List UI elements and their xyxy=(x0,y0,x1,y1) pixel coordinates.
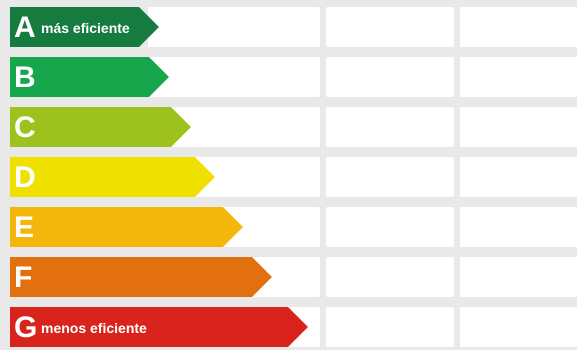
class-letter: E xyxy=(14,211,35,244)
energy-class-d-arrow: D xyxy=(9,157,215,197)
grid-cell xyxy=(326,57,454,97)
class-letter: B xyxy=(14,61,36,94)
class-description: menos eficiente xyxy=(41,320,147,336)
class-letter: D xyxy=(14,161,36,194)
arrow-shape xyxy=(10,57,169,97)
grid-cell xyxy=(326,7,454,47)
arrow-fill xyxy=(10,307,308,347)
class-description: más eficiente xyxy=(41,20,130,36)
grid-cell xyxy=(460,157,577,197)
class-letter: A xyxy=(14,11,36,44)
arrow-fill xyxy=(10,57,169,97)
grid-cell xyxy=(326,157,454,197)
energy-class-f-arrow: F xyxy=(9,257,272,297)
arrow-shape xyxy=(10,307,308,347)
arrow-fill xyxy=(10,207,243,247)
grid-cell xyxy=(460,257,577,297)
grid-cell xyxy=(148,57,320,97)
energy-class-e-arrow: E xyxy=(9,207,243,247)
class-letter: C xyxy=(14,111,36,144)
arrow-fill xyxy=(10,257,272,297)
arrow-shape xyxy=(10,257,272,297)
class-letter: G xyxy=(14,311,38,344)
grid-cell xyxy=(148,7,320,47)
grid-cell xyxy=(460,7,577,47)
grid-cell xyxy=(326,257,454,297)
grid-cell xyxy=(460,207,577,247)
arrow-shape xyxy=(10,7,159,47)
arrow-shape xyxy=(10,207,243,247)
arrow-fill xyxy=(10,7,159,47)
arrow-shape xyxy=(10,107,191,147)
grid-cell xyxy=(326,207,454,247)
energy-class-b-arrow: B xyxy=(9,57,169,97)
arrow-fill xyxy=(10,157,215,197)
class-letter: F xyxy=(14,261,33,294)
grid-cell xyxy=(460,57,577,97)
grid-cell xyxy=(326,307,454,347)
grid-cell xyxy=(460,107,577,147)
arrow-fill xyxy=(10,107,191,147)
arrow-shape xyxy=(10,157,215,197)
grid-cell xyxy=(326,107,454,147)
energy-class-c-arrow: C xyxy=(9,107,191,147)
grid-cell xyxy=(460,307,577,347)
